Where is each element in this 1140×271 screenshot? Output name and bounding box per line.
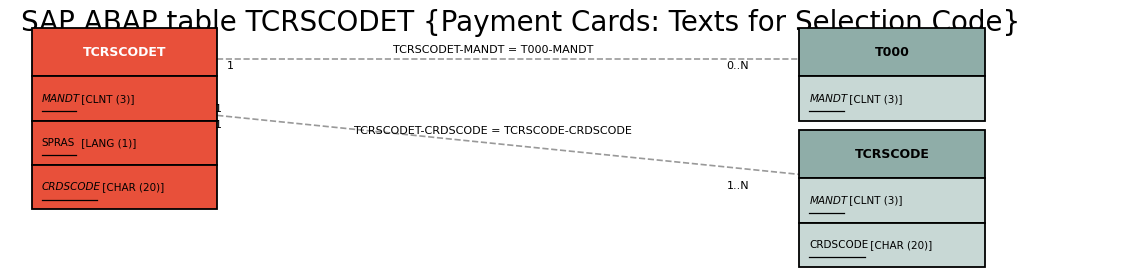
Text: T000: T000 bbox=[874, 46, 910, 59]
Text: [CHAR (20)]: [CHAR (20)] bbox=[99, 182, 164, 192]
Text: 0..N: 0..N bbox=[726, 61, 749, 71]
Polygon shape bbox=[799, 178, 985, 223]
Polygon shape bbox=[799, 76, 985, 121]
Text: [CHAR (20)]: [CHAR (20)] bbox=[868, 240, 933, 250]
Polygon shape bbox=[799, 130, 985, 178]
Text: CRDSCODE: CRDSCODE bbox=[809, 240, 869, 250]
Text: TCRSCODET-CRDSCODE = TCRSCODE-CRDSCODE: TCRSCODET-CRDSCODE = TCRSCODE-CRDSCODE bbox=[355, 125, 633, 136]
Polygon shape bbox=[799, 28, 985, 76]
Text: SPRAS: SPRAS bbox=[41, 138, 75, 148]
Text: [LANG (1)]: [LANG (1)] bbox=[78, 138, 136, 148]
Text: 1..N: 1..N bbox=[726, 182, 749, 192]
Text: 1: 1 bbox=[215, 104, 222, 114]
Text: TCRSCODE: TCRSCODE bbox=[855, 148, 930, 161]
Text: 1: 1 bbox=[215, 120, 222, 130]
Text: CRDSCODE: CRDSCODE bbox=[41, 182, 100, 192]
Polygon shape bbox=[32, 76, 218, 121]
Text: [CLNT (3)]: [CLNT (3)] bbox=[846, 93, 902, 104]
Polygon shape bbox=[32, 28, 218, 76]
Text: 1: 1 bbox=[227, 61, 234, 71]
Text: [CLNT (3)]: [CLNT (3)] bbox=[78, 93, 135, 104]
Polygon shape bbox=[32, 121, 218, 165]
Text: MANDT: MANDT bbox=[41, 93, 80, 104]
Text: [CLNT (3)]: [CLNT (3)] bbox=[846, 196, 902, 205]
Text: MANDT: MANDT bbox=[809, 196, 848, 205]
Text: TCRSCODET: TCRSCODET bbox=[82, 46, 166, 59]
Polygon shape bbox=[799, 223, 985, 267]
Text: TCRSCODET-MANDT = T000-MANDT: TCRSCODET-MANDT = T000-MANDT bbox=[393, 45, 594, 55]
Polygon shape bbox=[32, 165, 218, 209]
Text: SAP ABAP table TCRSCODET {Payment Cards: Texts for Selection Code}: SAP ABAP table TCRSCODET {Payment Cards:… bbox=[22, 9, 1020, 37]
Text: MANDT: MANDT bbox=[809, 93, 848, 104]
